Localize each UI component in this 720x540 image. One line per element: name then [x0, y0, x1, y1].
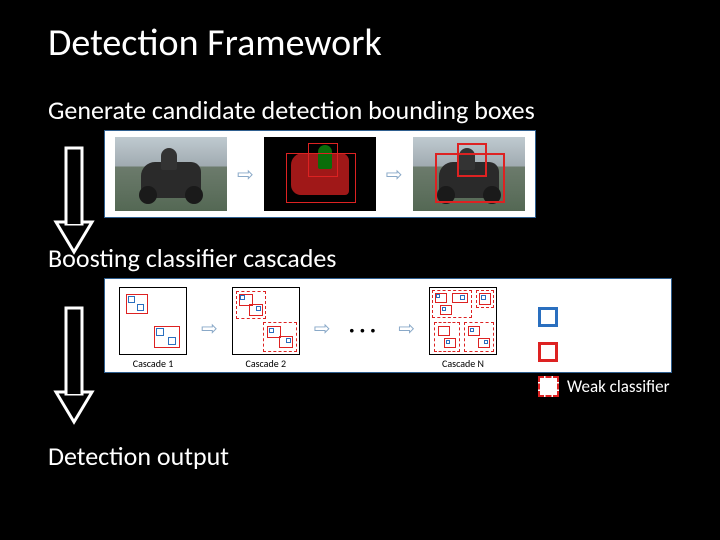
- right-arrow-icon: ⇨: [398, 316, 415, 341]
- candidate-figure: ⇨ ⇨: [104, 130, 672, 218]
- cascade-n: Cascade N: [429, 287, 497, 370]
- cascade-2: Cascade 2: [232, 287, 300, 370]
- legend-regionlet: Regionlet: [538, 306, 670, 327]
- input-image: [115, 137, 227, 211]
- right-arrow-icon: ⇨: [201, 316, 218, 341]
- down-arrow-icon: [52, 146, 96, 256]
- legend-region-label: Region: [566, 341, 613, 362]
- ellipsis: ···: [349, 313, 381, 345]
- region-swatch-icon: [538, 342, 558, 362]
- segmentation-image: [264, 137, 376, 211]
- cascade-label: Cascade 1: [133, 357, 174, 370]
- slide-title: Detection Framework: [48, 20, 672, 66]
- down-arrow-icon: [52, 306, 96, 426]
- legend-regionlet-label: Regionlet: [566, 306, 631, 327]
- cascade-label: Cascade 2: [246, 357, 287, 370]
- legend-region: Region: [538, 341, 670, 362]
- cascade-label: Cascade N: [442, 357, 484, 370]
- right-arrow-icon: ⇨: [237, 162, 254, 187]
- weak-swatch-icon: [538, 376, 559, 397]
- step-output-label: Detection output: [48, 440, 229, 472]
- bbox-image: [413, 137, 525, 211]
- legend: Regionlet Region Weak classifier: [538, 306, 670, 397]
- step-generate-label: Generate candidate detection bounding bo…: [48, 94, 672, 126]
- step-boosting-label: Boosting classifier cascades: [48, 242, 672, 274]
- regionlet-swatch-icon: [538, 307, 558, 327]
- legend-weak: Weak classifier: [538, 376, 670, 397]
- right-arrow-icon: ⇨: [386, 162, 403, 187]
- legend-weak-label: Weak classifier: [567, 376, 670, 397]
- candidate-panel: ⇨ ⇨: [104, 130, 536, 218]
- cascade-1: Cascade 1: [119, 287, 187, 370]
- right-arrow-icon: ⇨: [314, 316, 331, 341]
